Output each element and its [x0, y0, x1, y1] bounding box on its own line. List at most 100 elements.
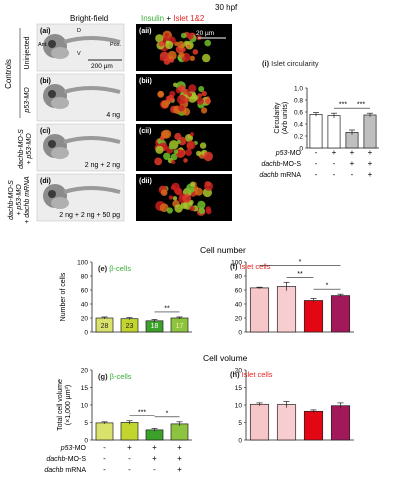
bar — [276, 404, 297, 441]
bar — [303, 300, 324, 333]
chart-title: (f) Islet cells — [230, 262, 271, 271]
panel-label: (di) — [40, 178, 51, 185]
significance-label: *** — [138, 409, 146, 416]
condition-sign: + — [368, 170, 373, 179]
bar — [249, 403, 270, 441]
p53mo-label: p53-MO — [24, 87, 31, 114]
bar — [145, 429, 164, 441]
axis-annot-d: D — [77, 28, 81, 34]
condition-sign: + — [177, 454, 182, 463]
brightfield-panel: (di) 2 ng + 2 ng + 50 pg — [36, 173, 125, 222]
y-axis-label: Circularity — [274, 102, 281, 134]
panel-label: (dii) — [139, 178, 152, 185]
y-tick-label: 10 — [235, 402, 243, 409]
y-tick-label: 80 — [81, 273, 89, 280]
bar — [276, 286, 297, 333]
condition-sign: + — [350, 148, 355, 157]
y-tick-label: 40 — [81, 301, 89, 308]
y-tick-label: 100 — [77, 259, 88, 266]
condition-sign: + — [152, 454, 157, 463]
y-tick-label: 5 — [84, 420, 88, 427]
bar — [363, 114, 377, 149]
condition-sign: - — [103, 454, 106, 463]
dachb-full-label-1: dachb-MO-S — [8, 180, 15, 220]
y-tick-label: 0 — [299, 145, 303, 152]
brightfield-panel: (ai) Ant. D V Pos. 200 µm — [36, 23, 125, 72]
cell-volume-title: Cell volume — [203, 353, 248, 363]
bar — [327, 115, 341, 149]
panel-label: (aii) — [139, 28, 151, 35]
condition-row-label: dachb mRNA — [259, 172, 301, 179]
significance-label: ** — [164, 305, 170, 312]
condition-sign: - — [103, 443, 106, 452]
condition-sign: + — [368, 159, 373, 168]
charts: 0 0.2 0.4 0.6 0.8 1.0 Circularity (Arb units) (i… — [44, 59, 379, 474]
dachb-full-label-3: + dachb mRNA — [24, 176, 31, 224]
condition-sign: + — [127, 443, 132, 452]
condition-row-label: p53-MO — [275, 150, 302, 157]
y-axis-label-units: (×1,000 µm³) — [65, 385, 72, 425]
condition-sign: + — [177, 465, 182, 474]
y-tick-label: 0.6 — [294, 109, 303, 116]
n-label: 28 — [101, 323, 109, 330]
y-tick-label: 0.8 — [294, 97, 303, 104]
dachb-mos-label-1: dachb-MO-S — [18, 129, 25, 169]
chart-title: (g) β-cells — [98, 372, 132, 381]
axis-annot-ant: Ant. — [38, 42, 48, 48]
condition-sign: - — [315, 170, 318, 179]
cell-number-title: Cell number — [200, 245, 246, 255]
chart-title: (i) Islet circularity — [262, 59, 319, 68]
fluorescence-header: Insulin + Islet 1&2 — [141, 14, 205, 23]
y-tick-label: 60 — [235, 287, 243, 294]
y-tick-label: 10 — [81, 402, 89, 409]
n-label: 18 — [151, 323, 159, 330]
y-tick-label: 15 — [235, 385, 243, 392]
condition-sign: - — [128, 454, 131, 463]
chart-title: (h) Islet cells — [230, 370, 273, 379]
chart-h: 0 5 10 15 20(h) Islet cells — [230, 367, 354, 444]
y-tick-label: 20 — [81, 315, 89, 322]
dose-label: 2 ng + 2 ng + 50 pg — [59, 212, 120, 219]
axis-annot-v: V — [77, 51, 81, 57]
y-tick-label: 0.4 — [294, 121, 303, 128]
scale-bar-brightfield: 200 µm — [91, 63, 113, 70]
y-tick-label: 100 — [231, 259, 242, 266]
y-tick-label: 80 — [235, 273, 243, 280]
condition-sign: + — [332, 148, 337, 157]
y-tick-label: 20 — [235, 315, 243, 322]
condition-sign: - — [333, 159, 336, 168]
panel-label: (bii) — [139, 78, 152, 85]
panel-label: (ai) — [40, 28, 51, 35]
controls-label: Controls — [4, 59, 13, 89]
dachb-full-label-2: + p53-MO — [16, 184, 23, 216]
bar — [170, 423, 189, 441]
bar — [120, 422, 139, 441]
axis-annot-pos: Pos. — [110, 42, 121, 48]
uninjected-label: Uninjected — [24, 36, 31, 69]
panel-label: (cii) — [139, 128, 151, 135]
bar — [309, 114, 323, 149]
fluorescence-panel: (aii) 20 µm — [136, 24, 232, 71]
condition-sign: - — [351, 170, 354, 179]
bar — [303, 410, 324, 441]
significance-label: ** — [297, 271, 303, 278]
fluorescence-panel: (dii) — [136, 174, 232, 221]
fluorescence-panel: (bii) — [136, 74, 232, 121]
condition-row-label: p53-MO — [60, 445, 87, 452]
condition-row-label: dachb-MO-S — [46, 456, 86, 463]
bar — [249, 287, 270, 333]
panel-label: (bi) — [40, 78, 51, 85]
y-tick-label: 0 — [238, 437, 242, 444]
y-tick-label: 40 — [235, 301, 243, 308]
condition-sign: + — [368, 148, 373, 157]
dose-label: 2 ng + 2 ng — [85, 162, 120, 169]
y-tick-label: 0 — [84, 329, 88, 336]
condition-row-label: dachb-MO-S — [261, 161, 301, 168]
significance-label: * — [299, 259, 302, 266]
y-tick-label: 20 — [235, 367, 243, 374]
condition-row-label: dachb mRNA — [44, 467, 86, 474]
condition-sign: - — [315, 148, 318, 157]
